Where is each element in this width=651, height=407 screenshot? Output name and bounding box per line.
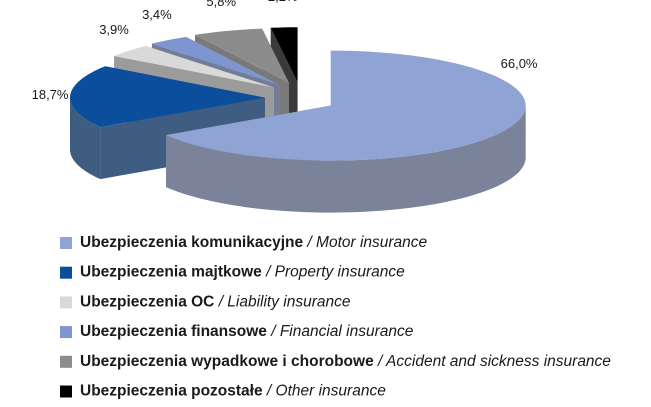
slice-top [270,27,298,83]
legend-swatch [60,266,72,279]
legend: Ubezpieczenia komunikacyjne / Motor insu… [60,234,611,400]
value-label: 2,2% [268,0,298,4]
value-label: 3,9% [99,22,129,37]
legend-label: Ubezpieczenia majtkowe / Property insura… [80,264,405,281]
legend-label: Ubezpieczenia wypadkowe i chorobowe / Ac… [80,353,611,370]
value-label: 18,7% [32,87,69,102]
legend-swatch [60,326,72,339]
slice-top [70,66,265,128]
pie [70,27,526,213]
legend-label: Ubezpieczenia komunikacyjne / Motor insu… [80,234,428,251]
legend-swatch [60,237,72,249]
slice [166,50,526,213]
slice-top [195,28,289,84]
legend-swatch [60,355,72,368]
slice-top [166,50,526,161]
legend-label: Ubezpieczenia finansowe / Financial insu… [80,323,414,340]
value-label: 5,8% [206,0,236,9]
legend-swatch [60,296,72,309]
value-label: 3,4% [142,7,172,22]
slice-top [151,36,280,86]
legend-swatch [60,385,72,398]
slice-side [70,97,101,180]
value-labels: 66,0% 18,7% 3,9% 3,4% 5,8% 2,2% [32,0,538,102]
legend-label: Ubezpieczenia OC / Liability insurance [80,293,351,310]
legend-label: Ubezpieczenia pozostałe / Other insuranc… [80,383,386,400]
value-label: 66,0% [501,56,538,71]
slice-side [166,105,526,213]
slice-top [114,46,274,88]
